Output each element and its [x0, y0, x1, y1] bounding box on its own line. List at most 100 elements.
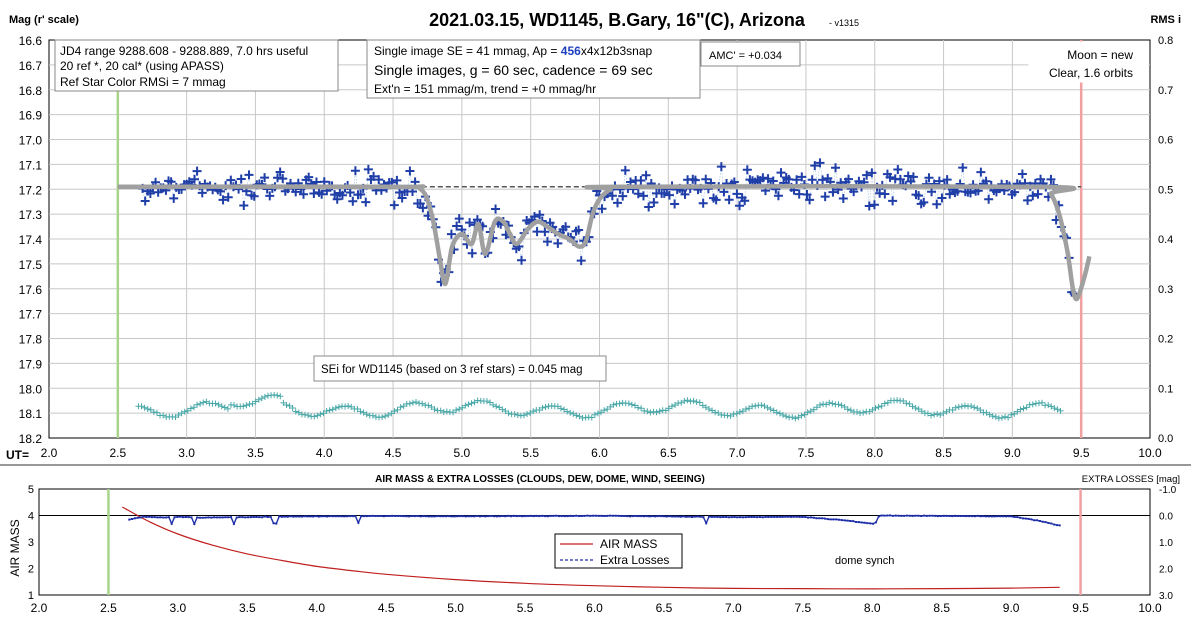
- magnitude-point: [864, 201, 874, 211]
- magnitude-point: [607, 191, 617, 201]
- magnitude-point: [945, 189, 955, 199]
- magnitude-point: [454, 214, 464, 224]
- rms-points: [135, 391, 1064, 422]
- magnitude-point: [389, 200, 399, 210]
- magnitude-point: [797, 172, 807, 182]
- top-y-tick-label: 18.2: [19, 432, 43, 446]
- magnitude-point: [467, 248, 477, 258]
- bottom-x-tick-label: 5.5: [517, 601, 534, 615]
- magnitude-point: [638, 191, 648, 201]
- magnitude-point: [932, 199, 942, 209]
- magnitude-point: [716, 162, 726, 172]
- bottom-y-tick-label: 2: [28, 564, 34, 576]
- magnitude-point: [265, 191, 275, 201]
- top-y-tick-label: 17.8: [19, 333, 43, 347]
- air-mass-line: [122, 506, 1060, 590]
- top-y-tick-label: 18.0: [19, 382, 43, 396]
- bottom-x-tick-label: 9.0: [1003, 601, 1020, 615]
- magnitude-point: [574, 225, 584, 235]
- top-y-tick-label: 17.0: [19, 134, 43, 148]
- top-x-tick-label: 3.5: [247, 446, 264, 460]
- magnitude-point: [452, 221, 462, 231]
- bottom-x-tick-label: 9.5: [1072, 601, 1089, 615]
- magnitude-point: [532, 227, 542, 237]
- bottom-y2-tick-label: 0.0: [1159, 512, 1173, 523]
- top-y-tick-label: 17.5: [19, 258, 43, 272]
- magnitude-point: [818, 175, 828, 185]
- magnitude-point: [869, 200, 879, 210]
- info-moon-line-2: Clear, 1.6 orbits: [1049, 66, 1133, 80]
- magnitude-point: [1023, 195, 1033, 205]
- magnitude-point: [958, 163, 968, 173]
- bottom-y2-tick-label: 1.0: [1159, 538, 1173, 549]
- info-range-line-2: 20 ref *, 20 cal* (using APASS): [60, 59, 224, 73]
- magnitude-point: [805, 195, 815, 205]
- magnitude-point: [965, 188, 975, 198]
- y-axis-label-mag: Mag (r' scale): [9, 14, 79, 26]
- magnitude-point: [405, 166, 415, 176]
- magnitude-point: [976, 167, 986, 177]
- top-x-tick-label: 10.0: [1138, 446, 1162, 460]
- magnitude-point: [893, 164, 903, 174]
- bottom-y-tick-label: 4: [28, 511, 34, 523]
- bottom-y2-tick-label: 2.0: [1159, 565, 1173, 576]
- top-y-tick-labels: 16.6 16.7 16.8 16.9 17.0 17.1 17.2 17.3 17.4 17.5…: [19, 34, 43, 446]
- legend-extra-losses-label: Extra Losses: [600, 553, 669, 567]
- magnitude-point: [802, 190, 812, 200]
- magnitude-point: [664, 190, 674, 200]
- info-amc: AMC' = +0.034: [709, 50, 782, 62]
- magnitude-point: [794, 189, 804, 199]
- magnitude-point: [636, 175, 646, 185]
- top-x-tick-label: 4.0: [316, 446, 333, 460]
- magnitude-point: [763, 174, 773, 184]
- top-y-tick-label: 17.3: [19, 208, 43, 222]
- dome-synch-note: dome synch: [835, 555, 894, 567]
- info-box-moon: Moon = new Clear, 1.6 orbits: [1028, 41, 1149, 83]
- magnitude-point: [540, 227, 550, 237]
- x-axis-label-ut: UT=: [6, 448, 29, 462]
- bottom-chart-title: AIR MASS & EXTRA LOSSES (CLOUDS, DEW, DO…: [375, 474, 705, 485]
- bottom-y-tick-labels: 5 4 3 2 1: [28, 484, 34, 602]
- info-range-line-3: Ref Star Color RMSi = 7 mmag: [60, 75, 226, 89]
- magnitude-point: [613, 198, 623, 208]
- info-box-sei: SEi for WD1145 (based on 3 ref stars) = …: [313, 355, 607, 382]
- magnitude-point: [350, 166, 360, 176]
- top-y2-tick-label: 0.7: [1158, 85, 1173, 97]
- model-curve: [117, 183, 1092, 302]
- magnitude-point: [807, 175, 817, 185]
- magnitude-point: [732, 189, 742, 199]
- bottom-x-tick-label: 4.0: [308, 601, 325, 615]
- magnitude-point: [776, 168, 786, 178]
- magnitude-point: [236, 174, 246, 184]
- magnitude-point: [838, 194, 848, 204]
- bottom-x-tick-labels: 2.0 2.5 3.0 3.5 4.0 4.5 5.0 5.5 6.0 6.5 7.0 7.5 8.0 8…: [31, 601, 1162, 615]
- top-x-tick-label: 8.5: [935, 446, 952, 460]
- rms-series: [135, 391, 1064, 422]
- magnitude-point: [197, 188, 207, 198]
- magnitude-point: [542, 237, 552, 247]
- magnitude-point: [719, 187, 729, 197]
- magnitude-point: [1028, 191, 1038, 201]
- top-y2-tick-label: 0.6: [1158, 135, 1173, 147]
- top-y2-tick-label: 0.8: [1158, 35, 1173, 47]
- magnitude-point: [169, 193, 179, 203]
- magnitude-point: [828, 187, 838, 197]
- magnitude-point: [309, 189, 319, 199]
- top-y2-tick-label: 0.0: [1158, 433, 1173, 445]
- magnitude-point: [249, 191, 259, 201]
- magnitude-point: [576, 256, 586, 266]
- magnitude-point: [1046, 174, 1056, 184]
- bottom-y2-tick-labels: -1.0 0.0 1.0 2.0 3.0: [1159, 485, 1177, 602]
- bottom-y-axis-label: AIR MASS: [8, 519, 22, 576]
- bottom-legend: AIR MASS Extra Losses: [554, 533, 683, 569]
- top-y2-tick-labels: 0.8 0.7 0.6 0.5 0.4 0.3 0.2 0.1 0.0: [1158, 35, 1173, 445]
- bottom-x-tick-label: 8.0: [864, 601, 881, 615]
- magnitude-point: [298, 189, 308, 199]
- info-se-pre: Single image SE = 41 mmag, Ap =: [374, 44, 561, 58]
- magnitude-point: [330, 190, 340, 200]
- magnitude-point: [773, 191, 783, 201]
- top-x-tick-label: 7.0: [729, 446, 746, 460]
- magnitude-point: [880, 189, 890, 199]
- bottom-x-tick-label: 2.5: [100, 601, 117, 615]
- magnitude-point: [981, 176, 991, 186]
